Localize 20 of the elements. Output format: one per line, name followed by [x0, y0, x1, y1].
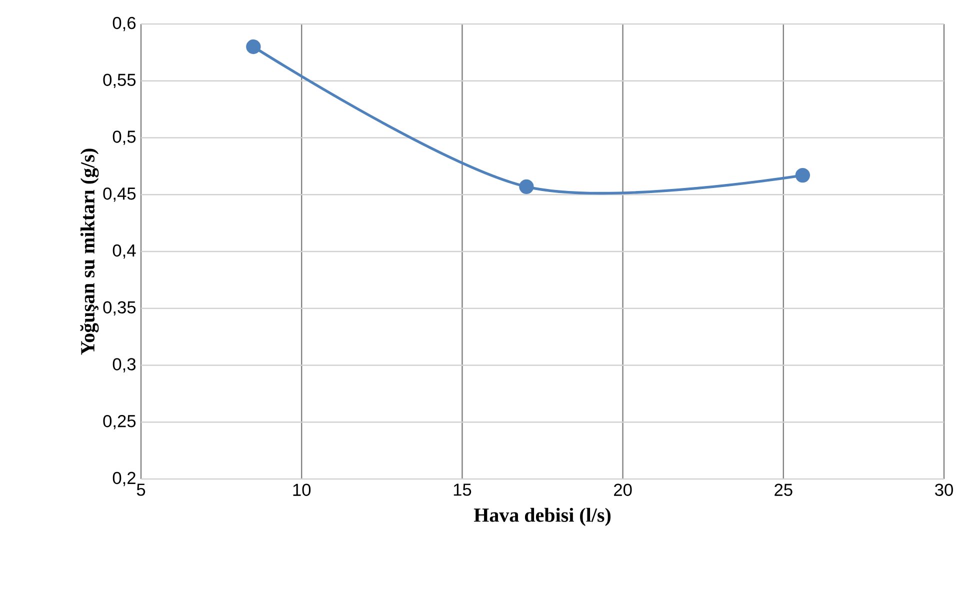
- y-tick-label: 0,4: [112, 244, 136, 259]
- y-tick-label: 0,5: [112, 130, 136, 145]
- point: [519, 179, 534, 194]
- x-tick-label: 30: [935, 484, 953, 496]
- y-tick-label: 0,45: [103, 187, 136, 202]
- y-tick-label: 0,35: [103, 301, 136, 316]
- x-tick-label: 15: [454, 484, 472, 496]
- x-tick-label: 5: [136, 484, 146, 496]
- x-tick-label: 10: [293, 484, 311, 496]
- y-tick-label: 0,55: [103, 74, 136, 88]
- x-axis-title: Hava debisi (l/s): [474, 508, 611, 526]
- x-tick-label: 20: [614, 484, 632, 496]
- y-tick-label: 0,6: [112, 16, 136, 32]
- y-tick-label: 0,3: [112, 358, 136, 372]
- y-axis-title: Yoğuşan su miktarı (g/s): [80, 148, 99, 355]
- x-tick-label: 25: [774, 484, 792, 496]
- y-tick-label: 0,2: [112, 472, 136, 486]
- y-tick-label: 0,25: [103, 414, 136, 430]
- point: [246, 39, 261, 54]
- point: [795, 168, 810, 183]
